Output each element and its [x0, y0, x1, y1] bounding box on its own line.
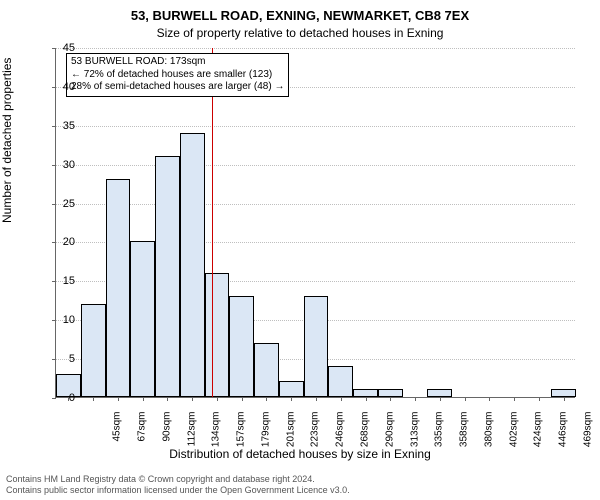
- chart-title-sub: Size of property relative to detached ho…: [0, 26, 600, 40]
- ytick-label: 25: [50, 198, 75, 210]
- xtick-mark: [489, 397, 490, 401]
- histogram-bar: [81, 304, 106, 397]
- xtick-mark: [167, 397, 168, 401]
- xtick-mark: [266, 397, 267, 401]
- xtick-mark: [366, 397, 367, 401]
- annotation-line: 28% of semi-detached houses are larger (…: [71, 81, 284, 94]
- histogram-bar: [551, 389, 576, 397]
- footer-line-2: Contains public sector information licen…: [6, 485, 350, 496]
- ytick-label: 0: [50, 392, 75, 404]
- annotation-box: 53 BURWELL ROAD: 173sqm← 72% of detached…: [66, 53, 289, 97]
- ytick-label: 20: [50, 236, 75, 248]
- ytick-label: 40: [50, 81, 75, 93]
- plot-area: 45sqm67sqm90sqm112sqm134sqm157sqm179sqm2…: [55, 48, 575, 398]
- reference-line: [212, 48, 213, 397]
- histogram-bar: [353, 389, 378, 397]
- xtick-mark: [242, 397, 243, 401]
- histogram-bar: [180, 133, 205, 397]
- histogram-bar: [328, 366, 353, 397]
- annotation-line: 53 BURWELL ROAD: 173sqm: [71, 56, 284, 69]
- xtick-mark: [143, 397, 144, 401]
- gridline: [56, 126, 575, 127]
- xtick-mark: [465, 397, 466, 401]
- xtick-mark: [291, 397, 292, 401]
- histogram-bar: [427, 389, 452, 397]
- histogram-bar: [254, 343, 279, 397]
- xtick-mark: [440, 397, 441, 401]
- xtick-mark: [415, 397, 416, 401]
- xtick-mark: [192, 397, 193, 401]
- histogram-bar: [378, 389, 403, 397]
- ytick-label: 15: [50, 275, 75, 287]
- histogram-bar: [106, 179, 131, 397]
- annotation-line: ← 72% of detached houses are smaller (12…: [71, 69, 284, 82]
- xtick-mark: [118, 397, 119, 401]
- chart-title-main: 53, BURWELL ROAD, EXNING, NEWMARKET, CB8…: [0, 8, 600, 23]
- histogram-bar: [205, 273, 230, 397]
- xtick-mark: [539, 397, 540, 401]
- ytick-label: 10: [50, 314, 75, 326]
- xtick-mark: [93, 397, 94, 401]
- ytick-label: 35: [50, 120, 75, 132]
- y-axis-label: Number of detached properties: [0, 58, 14, 223]
- histogram-bar: [155, 156, 180, 397]
- gridline: [56, 204, 575, 205]
- xtick-mark: [316, 397, 317, 401]
- ytick-label: 5: [50, 353, 75, 365]
- gridline: [56, 48, 575, 49]
- histogram-bar: [229, 296, 254, 397]
- gridline: [56, 165, 575, 166]
- xtick-mark: [514, 397, 515, 401]
- ytick-label: 45: [50, 42, 75, 54]
- ytick-label: 30: [50, 159, 75, 171]
- footer-attribution: Contains HM Land Registry data © Crown c…: [6, 474, 350, 496]
- x-axis-label: Distribution of detached houses by size …: [0, 447, 600, 461]
- footer-line-1: Contains HM Land Registry data © Crown c…: [6, 474, 350, 485]
- chart-container: 53, BURWELL ROAD, EXNING, NEWMARKET, CB8…: [0, 0, 600, 500]
- histogram-bar: [279, 381, 304, 397]
- histogram-bar: [130, 241, 155, 397]
- xtick-mark: [564, 397, 565, 401]
- xtick-mark: [390, 397, 391, 401]
- xtick-mark: [341, 397, 342, 401]
- y-axis-label-text: Number of detached properties: [0, 58, 14, 223]
- xtick-mark: [217, 397, 218, 401]
- histogram-bar: [304, 296, 329, 397]
